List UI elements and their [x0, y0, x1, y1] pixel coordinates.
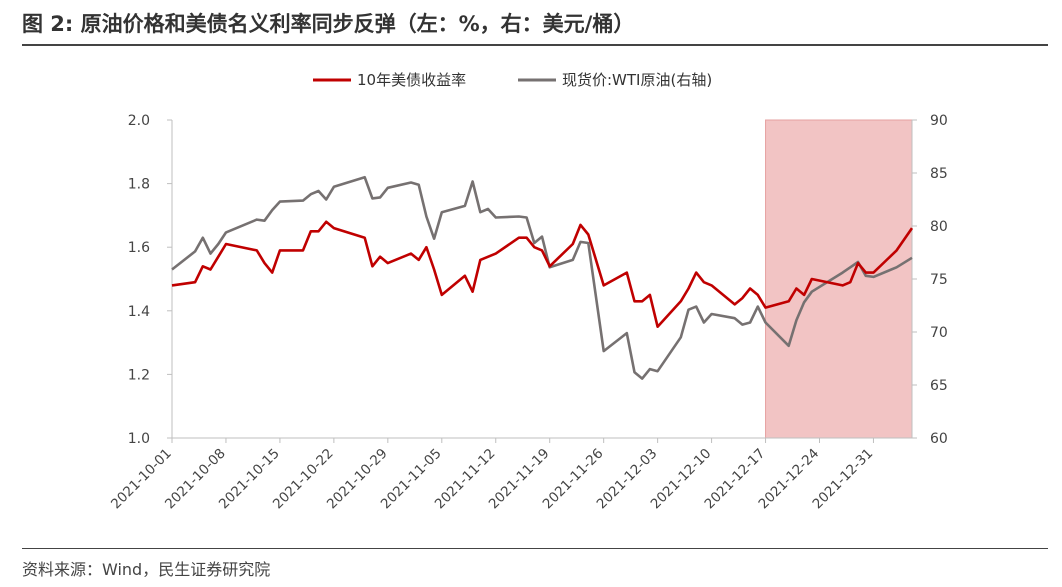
right-tick-label: 75 — [930, 272, 948, 288]
wti-oil-line — [171, 175, 913, 380]
right-tick-label: 60 — [930, 431, 948, 447]
right-tick-label: 80 — [930, 219, 948, 235]
title-rule — [22, 44, 1048, 46]
right-tick-label: 65 — [930, 378, 948, 394]
chart-series — [171, 175, 914, 380]
left-tick-label: 1.2 — [128, 367, 150, 383]
left-tick-label: 1.0 — [128, 431, 150, 447]
left-tick-label: 1.8 — [128, 177, 150, 193]
legend-item-treasury-label: 10年美债收益率 — [357, 71, 466, 89]
left-tick-label: 1.4 — [128, 304, 150, 320]
right-tick-label: 70 — [930, 325, 948, 341]
left-tick-label: 2.0 — [128, 113, 150, 129]
right-tick-label: 85 — [930, 166, 948, 182]
legend-item-wti-label: 现货价:WTI原油(右轴) — [562, 71, 712, 89]
treasury-yield-line — [171, 220, 914, 328]
figure-title: 图 2: 原油价格和美债名义利率同步反弹（左：%，右：美元/桶） — [22, 12, 635, 36]
left-tick-label: 1.6 — [128, 240, 150, 256]
source-rule — [22, 548, 1048, 549]
right-tick-label: 90 — [930, 113, 948, 129]
source-note: 资料来源：Wind，民生证券研究院 — [22, 560, 271, 579]
chart-legend: 10年美债收益率 现货价:WTI原油(右轴) — [313, 71, 712, 89]
highlight-region — [765, 119, 913, 439]
